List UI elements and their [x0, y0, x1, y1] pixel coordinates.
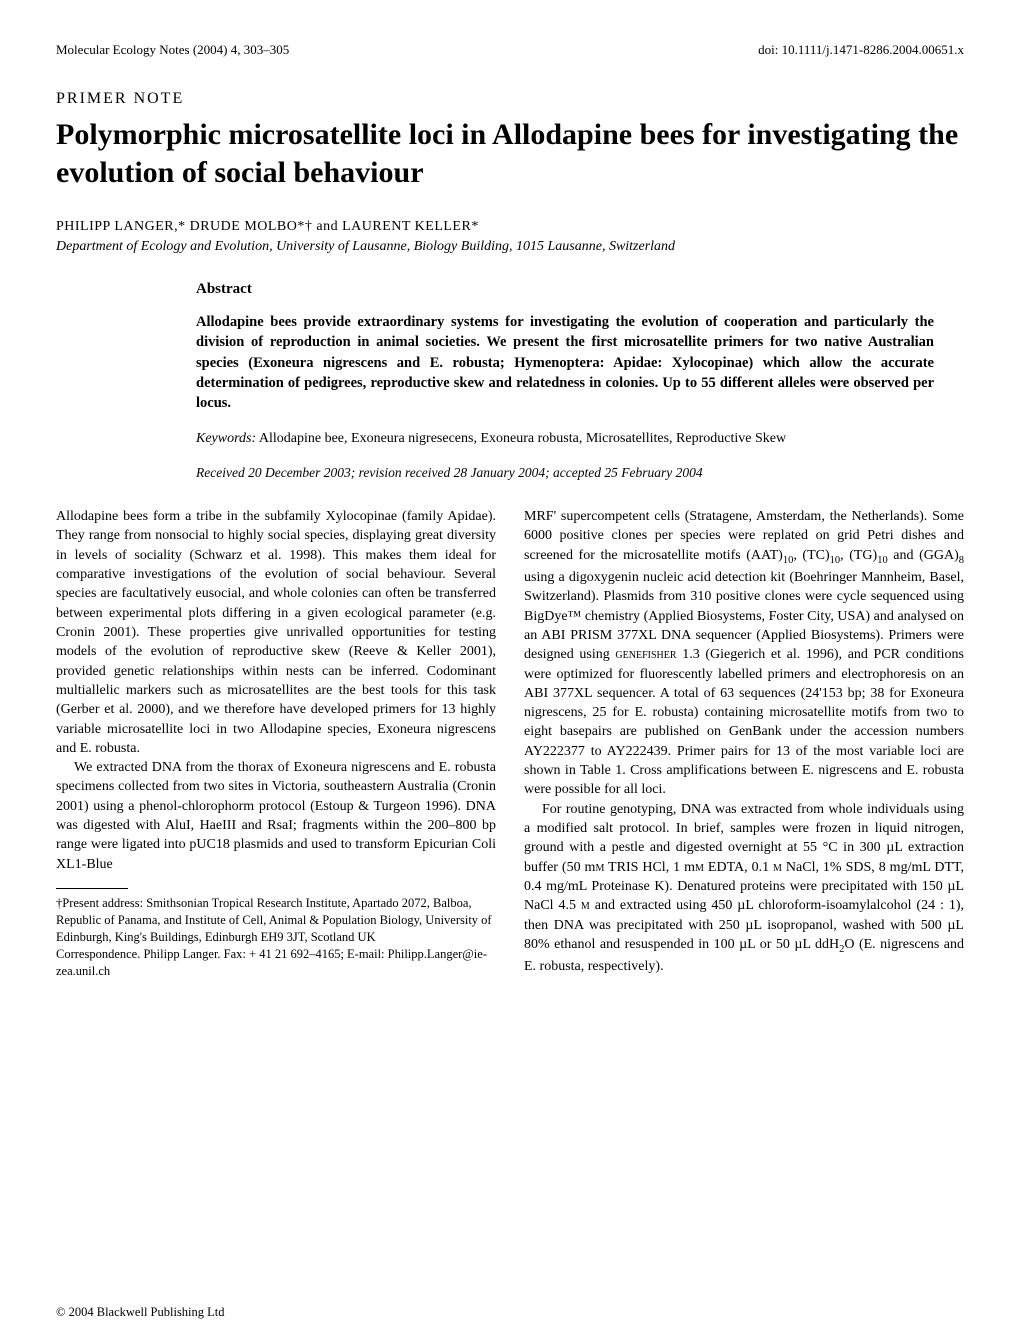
- body-para-3: MRF' supercompetent cells (Stratagene, A…: [524, 507, 964, 800]
- page-header: Molecular Ecology Notes (2004) 4, 303–30…: [56, 42, 964, 58]
- body-para-1: Allodapine bees form a tribe in the subf…: [56, 507, 496, 758]
- article-type: PRIMER NOTE: [56, 90, 964, 108]
- copyright: © 2004 Blackwell Publishing Ltd: [56, 1305, 225, 1320]
- received-line: Received 20 December 2003; revision rece…: [196, 465, 934, 481]
- right-column: MRF' supercompetent cells (Stratagene, A…: [524, 507, 964, 979]
- body-para-2: We extracted DNA from the thorax of Exon…: [56, 758, 496, 874]
- body-columns: Allodapine bees form a tribe in the subf…: [56, 507, 964, 979]
- footnote-divider: [56, 888, 128, 889]
- author-list: PHILIPP LANGER,* DRUDE MOLBO*† and LAURE…: [56, 219, 964, 235]
- footnote-address: †Present address: Smithsonian Tropical R…: [56, 895, 496, 946]
- left-column: Allodapine bees form a tribe in the subf…: [56, 507, 496, 979]
- abstract-text: Allodapine bees provide extraordinary sy…: [196, 312, 934, 413]
- article-title: Polymorphic microsatellite loci in Allod…: [56, 116, 964, 191]
- doi: doi: 10.1111/j.1471-8286.2004.00651.x: [758, 42, 964, 58]
- keywords-text: Allodapine bee, Exoneura nigresecens, Ex…: [256, 431, 786, 446]
- journal-citation: Molecular Ecology Notes (2004) 4, 303–30…: [56, 42, 289, 58]
- software-name: genefisher: [615, 647, 676, 662]
- body-para-4: For routine genotyping, DNA was extracte…: [524, 800, 964, 977]
- affiliation: Department of Ecology and Evolution, Uni…: [56, 239, 964, 255]
- abstract-block: Abstract Allodapine bees provide extraor…: [196, 281, 934, 481]
- abstract-heading: Abstract: [196, 281, 934, 298]
- footnote-correspondence: Correspondence. Philipp Langer. Fax: + 4…: [56, 946, 496, 980]
- keywords-label: Keywords:: [196, 431, 256, 446]
- keywords-line: Keywords: Allodapine bee, Exoneura nigre…: [196, 429, 934, 449]
